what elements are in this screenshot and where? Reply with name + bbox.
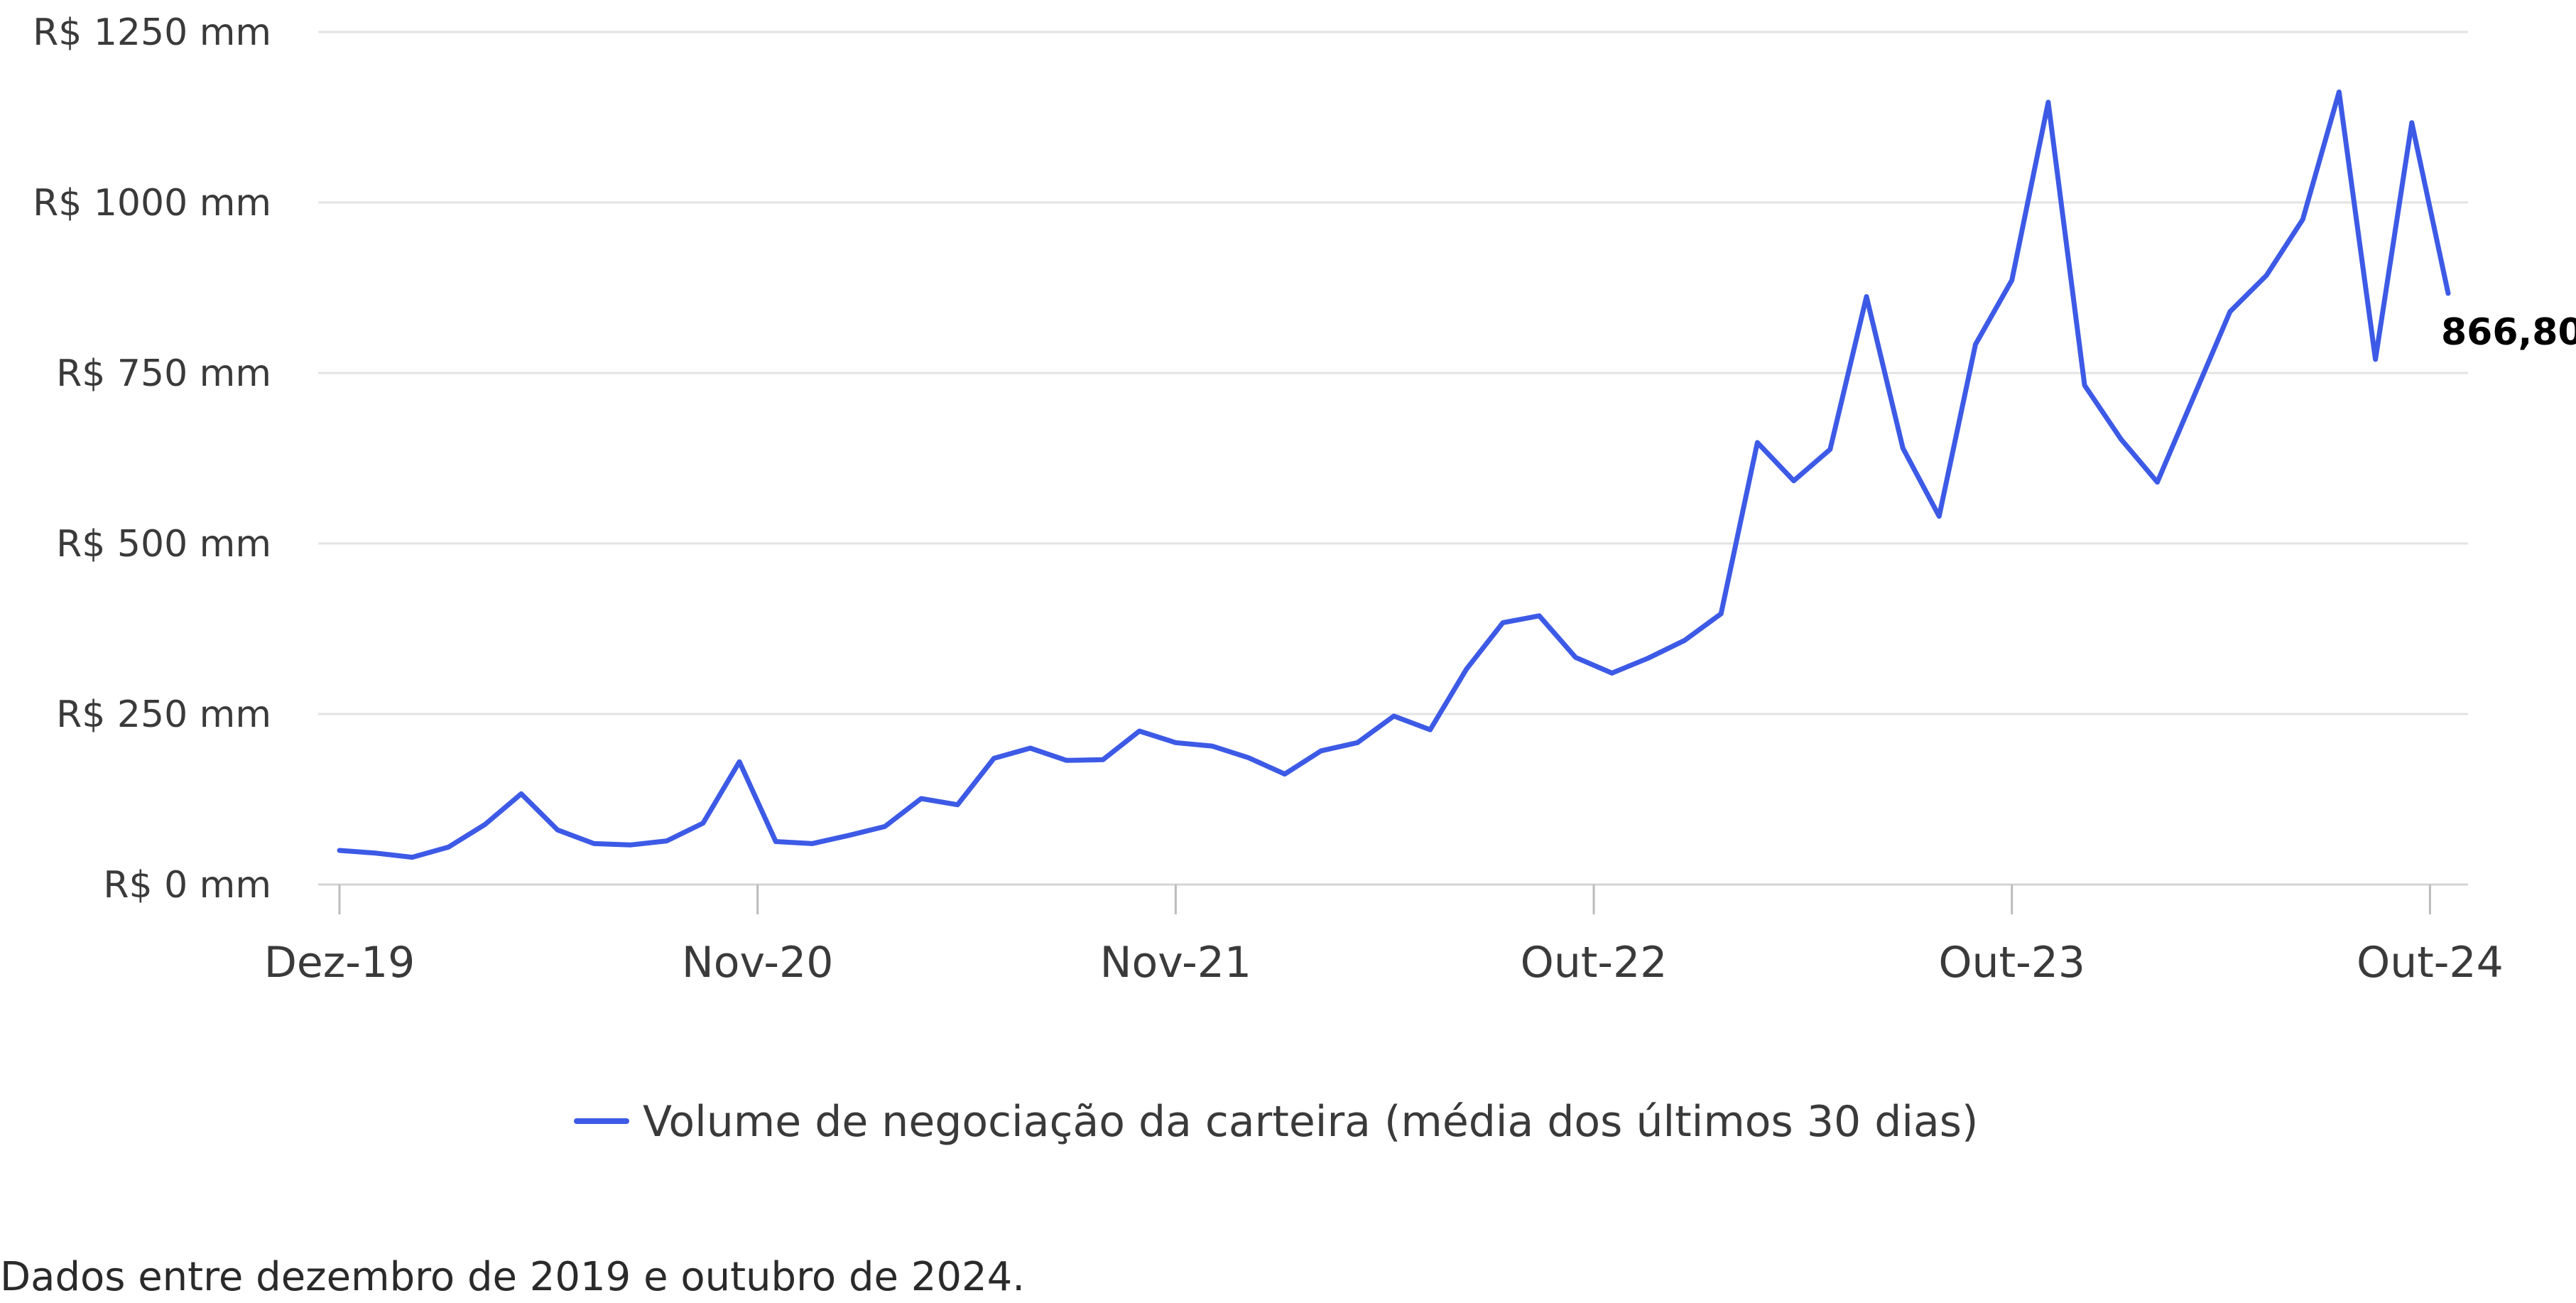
y-tick-label: R$ 1000 mm <box>33 182 271 225</box>
legend-label: Volume de negociação da carteira (média … <box>643 1097 1978 1147</box>
series-line <box>337 90 2451 860</box>
end-value-label: 866,80 <box>2441 311 2576 354</box>
y-tick-label: R$ 0 mm <box>103 864 271 907</box>
x-tick-label: Nov-20 <box>682 938 834 988</box>
x-tick-label: Out-23 <box>1938 938 2085 988</box>
x-tick-label: Out-24 <box>2357 938 2504 988</box>
footnote: Dados entre dezembro de 2019 e outubro d… <box>0 1254 1026 1300</box>
x-tick-label: Dez-19 <box>264 938 415 988</box>
gridlines <box>318 31 2468 886</box>
y-tick-label: R$ 250 mm <box>56 693 271 736</box>
y-tick-label: R$ 1250 mm <box>33 11 271 54</box>
legend: Volume de negociação da carteira (média … <box>574 1097 1978 1147</box>
y-axis-ticks: R$ 0 mm R$ 250 mm R$ 500 mm R$ 750 mm R$ 100… <box>33 11 271 907</box>
x-tick-label: Out-22 <box>1521 938 1668 988</box>
y-tick-label: R$ 750 mm <box>56 352 271 395</box>
data-labels: 866,80 <box>2441 311 2576 354</box>
x-axis-ticks: Dez-19 Nov-20 Nov-21 Out-22 Out-23 Out-24 <box>264 885 2504 988</box>
series-layer <box>337 90 2451 860</box>
x-tick-label: Nov-21 <box>1100 938 1252 988</box>
y-tick-label: R$ 500 mm <box>56 523 271 566</box>
